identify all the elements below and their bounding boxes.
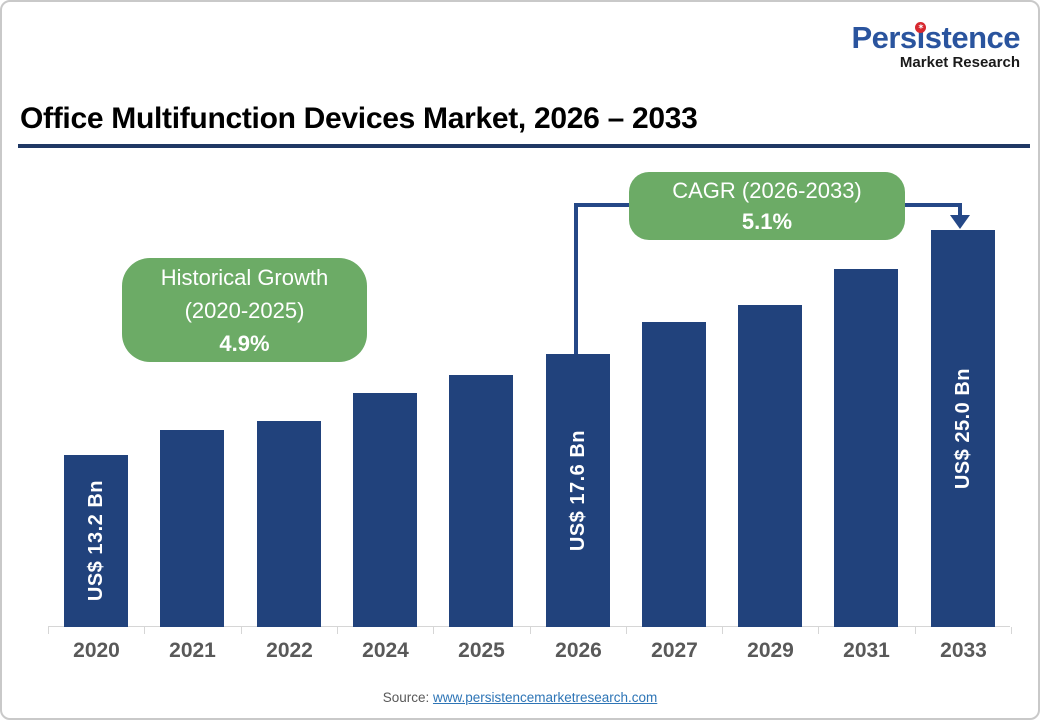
bar-value-label-2026: US$ 17.6 Bn: [566, 429, 589, 552]
x-axis-tick: [48, 627, 49, 634]
x-axis-tick: [818, 627, 819, 634]
bar-2026: US$ 17.6 Bn: [546, 354, 610, 627]
x-axis-tick: [337, 627, 338, 634]
historical-growth-callout: Historical Growth (2020-2025) 4.9%: [122, 258, 367, 362]
x-axis-tick: [241, 627, 242, 634]
bar-2033: US$ 25.0 Bn: [931, 230, 995, 627]
x-axis-label-2033: 2033: [940, 639, 987, 662]
bar-2027: [642, 322, 706, 627]
bar-value-label-2033: US$ 25.0 Bn: [951, 367, 974, 490]
cagr-connector-left-vertical: [574, 203, 578, 354]
cagr-callout: CAGR (2026-2033) 5.1%: [629, 172, 905, 240]
x-axis-label-2020: 2020: [73, 639, 120, 662]
historical-callout-line1: Historical Growth: [160, 264, 329, 290]
bar-2025: [449, 375, 513, 627]
x-axis-label-2027: 2027: [651, 639, 698, 662]
x-axis-tick: [144, 627, 145, 634]
source-prefix: Source:: [382, 690, 433, 705]
bar-2029: [738, 305, 802, 627]
page-title: Office Multifunction Devices Market, 202…: [20, 102, 698, 135]
cagr-callout-value: 5.1%: [741, 209, 793, 234]
historical-callout-value: 4.9%: [219, 330, 270, 356]
logo: Persistence ✶ Market Research: [851, 22, 1020, 70]
bar-2024: [353, 393, 417, 627]
cagr-connector-left-horizontal: [574, 203, 630, 207]
title-underline: [18, 144, 1030, 148]
cagr-connector-right-horizontal: [904, 203, 960, 207]
cagr-callout-line1: CAGR (2026-2033): [672, 178, 862, 203]
x-axis-tick: [722, 627, 723, 634]
x-axis-tick: [530, 627, 531, 634]
historical-callout-line2: (2020-2025): [184, 297, 305, 323]
x-axis-line: [48, 626, 1010, 627]
x-axis-tick: [1011, 627, 1012, 634]
x-axis-tick: [626, 627, 627, 634]
x-axis-label-2029: 2029: [747, 639, 794, 662]
x-axis-label-2026: 2026: [555, 639, 602, 662]
arrow-down-icon: [950, 215, 970, 229]
x-axis-tick: [433, 627, 434, 634]
plot-area: US$ 13.2 Bn US$ 17.6 Bn US$ 25.0 Bn: [48, 197, 1012, 634]
bar-2031: [834, 269, 898, 627]
bar-2022: [257, 421, 321, 627]
x-axis-label-2021: 2021: [169, 639, 216, 662]
x-axis-label-2022: 2022: [266, 639, 313, 662]
x-axis-labels: 2020 2021 2022 2024 2025 2026 2027 2029 2031 2033: [48, 639, 1012, 669]
logo-subtitle: Market Research: [899, 54, 1020, 71]
logo-star-icon: ✶: [915, 22, 927, 33]
x-axis-label-2025: 2025: [458, 639, 505, 662]
logo-brand-text: Persistence: [851, 20, 1020, 55]
cagr-connector-right-vertical: [958, 203, 962, 217]
x-axis-label-2024: 2024: [362, 639, 409, 662]
x-axis-label-2031: 2031: [843, 639, 890, 662]
bar-2020: US$ 13.2 Bn: [64, 455, 128, 627]
bar-2021: [160, 430, 224, 627]
source-line: Source: www.persistencemarketresearch.co…: [2, 690, 1038, 705]
x-axis-tick: [915, 627, 916, 634]
source-link[interactable]: www.persistencemarketresearch.com: [432, 690, 658, 705]
bar-value-label-2020: US$ 13.2 Bn: [84, 480, 107, 602]
